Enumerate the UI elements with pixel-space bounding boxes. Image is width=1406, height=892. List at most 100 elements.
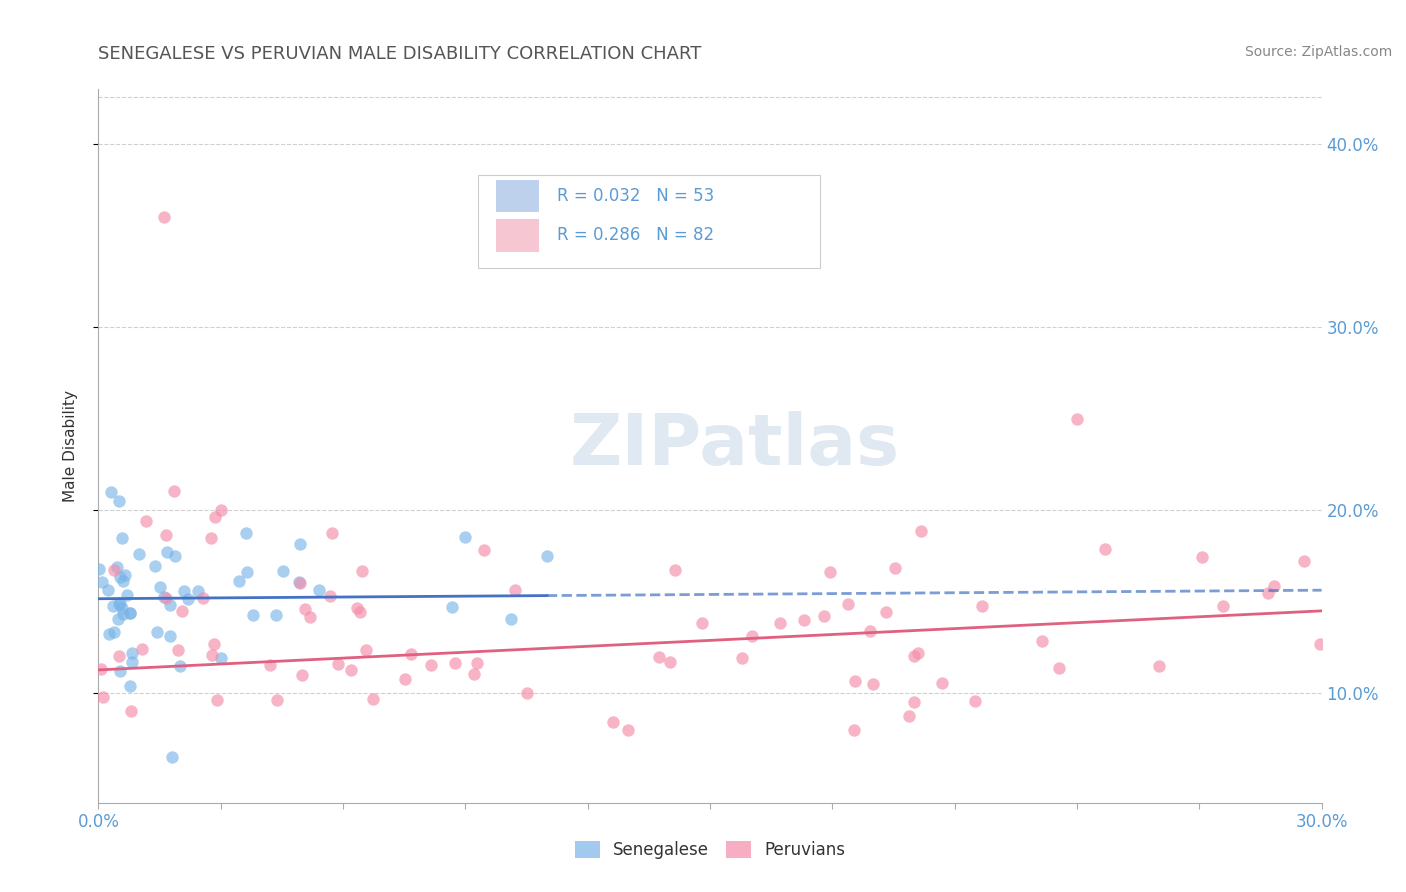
- Point: [299, 609, 322, 624]
- Point: [155, 527, 177, 541]
- Point: [321, 525, 343, 540]
- Point: [503, 582, 526, 597]
- Bar: [496, 180, 538, 212]
- Point: [235, 526, 257, 541]
- Point: [101, 599, 124, 613]
- Point: [1147, 658, 1170, 673]
- Point: [166, 643, 188, 657]
- Point: [121, 646, 143, 660]
- Point: [98, 627, 121, 641]
- Point: [1212, 599, 1234, 614]
- Point: [173, 583, 195, 598]
- Point: [352, 564, 374, 578]
- Point: [111, 531, 134, 545]
- Point: [108, 649, 131, 664]
- Text: R = 0.032   N = 53: R = 0.032 N = 53: [557, 187, 714, 205]
- Point: [294, 602, 316, 616]
- Point: [90, 662, 112, 676]
- Point: [108, 597, 131, 611]
- Point: [467, 656, 489, 670]
- Point: [472, 543, 495, 558]
- Point: [1263, 579, 1285, 593]
- Point: [664, 563, 686, 577]
- Point: [1031, 634, 1053, 648]
- Point: [440, 599, 463, 614]
- Point: [107, 611, 129, 625]
- Point: [152, 211, 174, 225]
- Point: [155, 591, 177, 605]
- Point: [862, 677, 884, 691]
- Point: [207, 692, 229, 706]
- Point: [1309, 637, 1331, 651]
- Point: [875, 605, 897, 619]
- Point: [420, 658, 443, 673]
- Point: [103, 624, 125, 639]
- Point: [266, 693, 288, 707]
- Point: [837, 597, 859, 611]
- Point: [228, 574, 250, 589]
- Point: [118, 606, 141, 620]
- Point: [647, 650, 669, 665]
- Point: [516, 686, 538, 700]
- Point: [111, 607, 134, 622]
- Point: [308, 582, 330, 597]
- Point: [1292, 554, 1315, 568]
- Point: [87, 562, 110, 576]
- FancyBboxPatch shape: [478, 175, 820, 268]
- Text: ZIPatlas: ZIPatlas: [569, 411, 900, 481]
- Point: [165, 549, 187, 564]
- Point: [160, 750, 183, 764]
- Point: [731, 650, 754, 665]
- Point: [159, 629, 181, 643]
- Point: [108, 494, 131, 508]
- Point: [108, 570, 131, 584]
- Point: [200, 531, 222, 545]
- Point: [288, 576, 311, 591]
- Point: [399, 647, 422, 661]
- Point: [118, 679, 141, 693]
- Point: [153, 590, 176, 604]
- Point: [536, 549, 558, 563]
- Point: [111, 600, 134, 615]
- Point: [201, 648, 224, 663]
- Point: [898, 709, 921, 723]
- Point: [903, 649, 925, 664]
- Point: [177, 592, 200, 607]
- Point: [121, 655, 143, 669]
- Point: [91, 690, 114, 704]
- Point: [128, 547, 150, 561]
- Point: [114, 567, 136, 582]
- Text: Source: ZipAtlas.com: Source: ZipAtlas.com: [1244, 45, 1392, 59]
- Point: [658, 655, 681, 669]
- Point: [288, 574, 311, 589]
- Point: [1094, 541, 1116, 556]
- Point: [602, 714, 624, 729]
- Point: [741, 629, 763, 643]
- Point: [271, 564, 294, 578]
- Point: [907, 646, 929, 660]
- Point: [204, 509, 226, 524]
- Point: [346, 600, 368, 615]
- Point: [191, 591, 214, 606]
- Point: [135, 514, 157, 528]
- Point: [120, 704, 142, 718]
- Point: [319, 589, 342, 603]
- Point: [818, 565, 841, 579]
- Point: [170, 604, 193, 618]
- Point: [690, 616, 713, 631]
- Y-axis label: Male Disability: Male Disability: [63, 390, 77, 502]
- Point: [159, 599, 181, 613]
- Point: [972, 599, 994, 614]
- Point: [617, 723, 640, 737]
- Point: [131, 642, 153, 657]
- Point: [242, 607, 264, 622]
- Point: [291, 667, 314, 681]
- Point: [1066, 411, 1088, 425]
- Point: [859, 624, 882, 638]
- Point: [361, 692, 384, 706]
- Point: [209, 651, 232, 665]
- Point: [349, 605, 371, 619]
- Point: [326, 657, 349, 671]
- Point: [149, 580, 172, 594]
- Point: [443, 657, 465, 671]
